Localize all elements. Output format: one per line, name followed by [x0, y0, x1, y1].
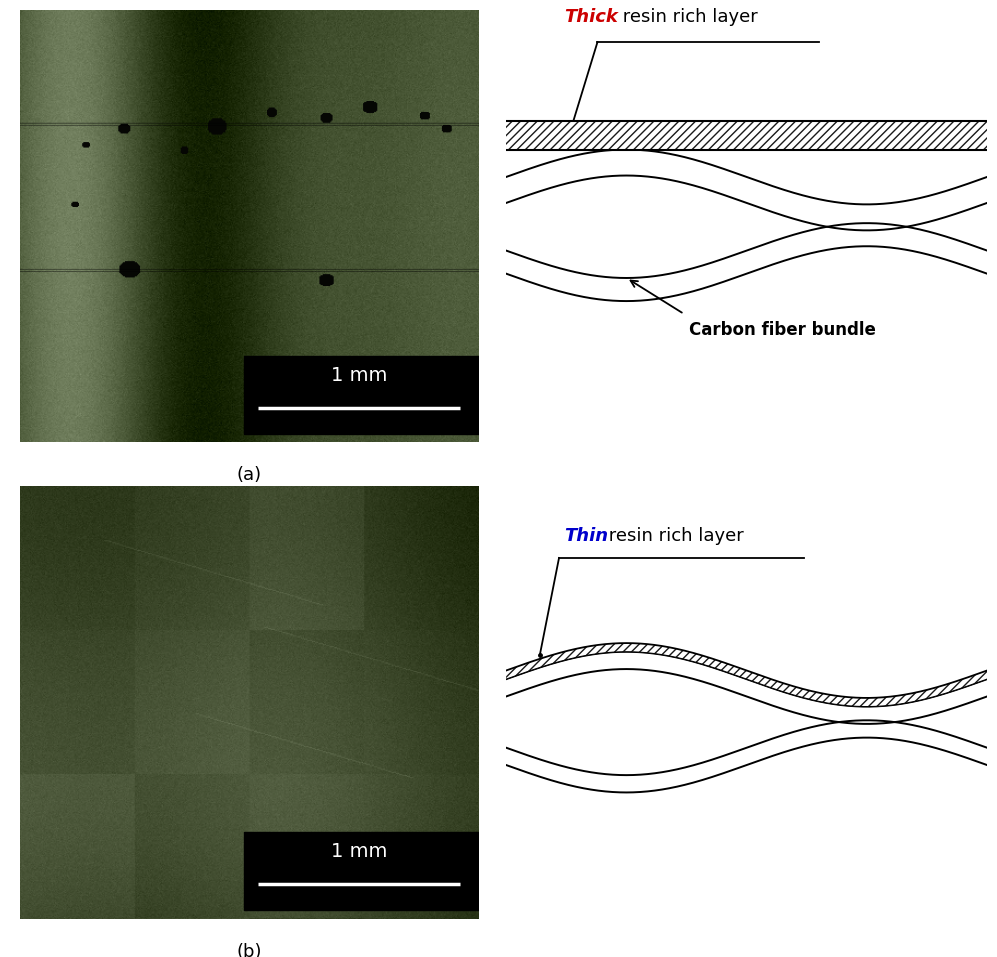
Text: 1 mm: 1 mm [331, 842, 387, 861]
Text: resin rich layer: resin rich layer [617, 9, 758, 26]
Text: resin rich layer: resin rich layer [603, 527, 744, 545]
Text: (a): (a) [236, 466, 261, 484]
Text: Thick: Thick [564, 9, 618, 26]
Text: 1 mm: 1 mm [331, 366, 387, 385]
Text: Thin: Thin [564, 527, 608, 545]
Text: (b): (b) [236, 943, 261, 957]
Text: Carbon fiber bundle: Carbon fiber bundle [689, 322, 876, 340]
